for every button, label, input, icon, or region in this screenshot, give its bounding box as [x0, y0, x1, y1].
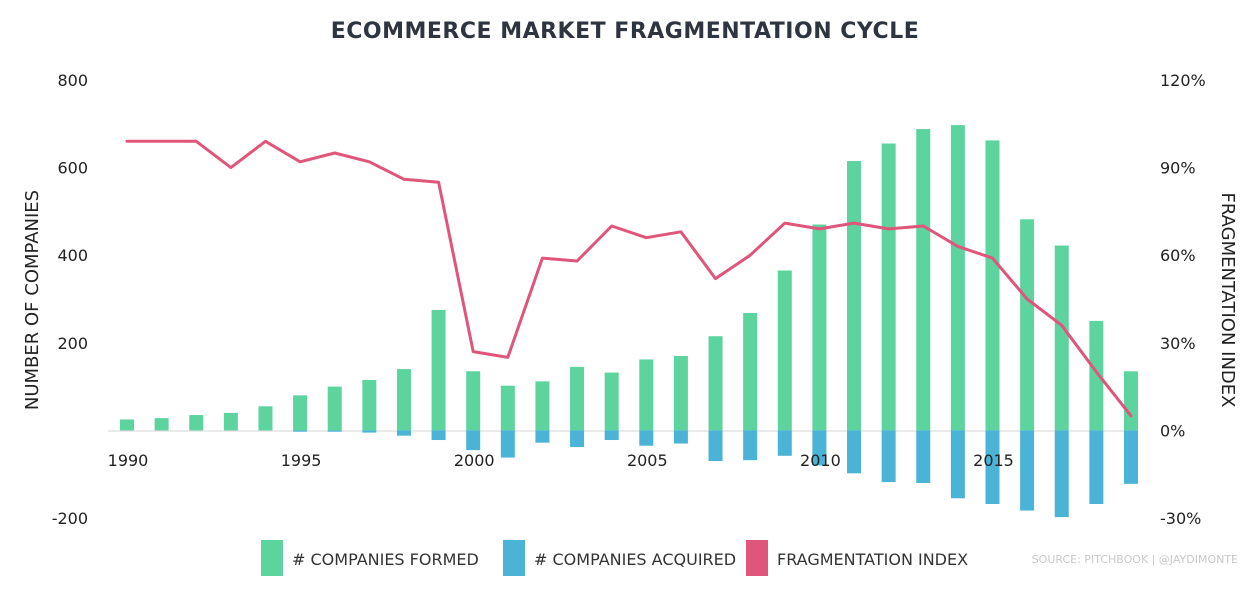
- x-axis-tick: 1990: [108, 451, 149, 470]
- legend-label-formed: # COMPANIES FORMED: [292, 550, 479, 569]
- bar-acquired: [500, 430, 515, 458]
- bar-formed: [916, 129, 931, 431]
- left-axis-title: NUMBER OF COMPANIES: [22, 190, 43, 410]
- legend-swatch-formed: [261, 540, 283, 576]
- x-axis-tick: 2010: [800, 451, 841, 470]
- right-axis-tick: 0%: [1160, 421, 1185, 440]
- legend-label-acquired: # COMPANIES ACQUIRED: [534, 550, 736, 569]
- bar-acquired: [812, 430, 827, 466]
- bar-acquired: [847, 430, 862, 474]
- left-axis-ticks: 800 600 400 200 -200: [52, 71, 88, 528]
- bar-formed: [708, 336, 723, 431]
- legend-swatch-acquired: [503, 540, 525, 576]
- left-axis-tick: 600: [57, 159, 88, 178]
- bar-acquired: [916, 430, 931, 483]
- bar-acquired: [327, 430, 342, 432]
- x-axis-tick: 1995: [281, 451, 322, 470]
- bar-formed: [466, 371, 481, 431]
- bar-formed: [431, 309, 446, 431]
- bar-formed: [1123, 371, 1138, 431]
- bar-formed: [362, 380, 377, 431]
- right-axis-tick: -30%: [1160, 509, 1201, 528]
- x-axis-tick: 2005: [627, 451, 668, 470]
- right-axis-tick: 90%: [1160, 159, 1196, 178]
- bar-acquired: [1089, 430, 1104, 504]
- bar-acquired: [466, 430, 481, 451]
- bar-formed: [189, 415, 204, 431]
- bar-formed: [604, 372, 619, 431]
- bar-formed: [396, 369, 411, 431]
- bar-formed: [327, 386, 342, 431]
- legend: # COMPANIES FORMED # COMPANIES ACQUIRED …: [261, 540, 968, 576]
- bar-formed: [950, 125, 965, 431]
- bar-acquired: [673, 430, 688, 444]
- bar-acquired: [777, 430, 792, 456]
- bar-formed: [812, 224, 827, 431]
- bar-formed: [258, 406, 273, 431]
- left-axis-tick: 400: [57, 246, 88, 265]
- bar-acquired: [535, 430, 550, 443]
- bar-acquired: [639, 430, 654, 446]
- bar-acquired: [570, 430, 585, 448]
- bar-acquired: [985, 430, 1000, 504]
- x-axis-ticks: 1990 1995 2000 2005 2010 2015: [108, 451, 1014, 470]
- bar-acquired: [881, 430, 896, 483]
- bar-formed: [985, 140, 1000, 431]
- bar-acquired: [362, 430, 377, 433]
- left-axis-tick: 200: [57, 334, 88, 353]
- bar-formed: [743, 313, 758, 431]
- bar-acquired: [950, 430, 965, 499]
- bar-formed: [1020, 219, 1035, 431]
- bar-formed: [154, 418, 169, 431]
- bar-formed: [570, 366, 585, 431]
- x-axis-tick: 2015: [973, 451, 1014, 470]
- bar-formed: [535, 381, 550, 431]
- legend-label-fragmentation: FRAGMENTATION INDEX: [777, 550, 968, 569]
- source-note: SOURCE: PITCHBOOK | @JAYDIMONTE: [1032, 553, 1238, 566]
- bar-acquired: [1123, 430, 1138, 484]
- bar-formed: [639, 359, 654, 431]
- chart-title: ECOMMERCE MARKET FRAGMENTATION CYCLE: [331, 19, 920, 44]
- right-axis-tick: 120%: [1160, 71, 1206, 90]
- left-axis-tick: 800: [57, 71, 88, 90]
- right-axis-tick: 30%: [1160, 334, 1196, 353]
- bar-acquired: [1054, 430, 1069, 518]
- bar-acquired: [708, 430, 723, 462]
- bar-formed: [881, 143, 896, 431]
- bar-acquired: [396, 430, 411, 436]
- right-axis-title: FRAGMENTATION INDEX: [1217, 193, 1238, 408]
- bar-formed: [500, 385, 515, 431]
- bar-acquired: [293, 430, 308, 432]
- bar-formed: [1054, 245, 1069, 431]
- bar-formed: [1089, 320, 1104, 431]
- right-axis-tick: 60%: [1160, 246, 1196, 265]
- bar-formed: [293, 395, 308, 431]
- bar-acquired: [743, 430, 758, 461]
- bar-formed: [847, 161, 862, 431]
- fragmentation-index-line: [125, 139, 1133, 418]
- bar-formed: [223, 412, 238, 431]
- bar-formed: [777, 270, 792, 431]
- bar-formed: [120, 419, 134, 431]
- bar-acquired: [1020, 430, 1035, 511]
- left-axis-tick: -200: [52, 509, 88, 528]
- bar-acquired: [604, 430, 619, 441]
- right-axis-ticks: 120% 90% 60% 30% 0% -30%: [1160, 71, 1206, 528]
- x-axis-tick: 2000: [454, 451, 495, 470]
- legend-swatch-fragmentation: [746, 540, 768, 576]
- bar-acquired: [431, 430, 446, 441]
- bars-group: [120, 125, 1138, 518]
- bar-formed: [673, 355, 688, 431]
